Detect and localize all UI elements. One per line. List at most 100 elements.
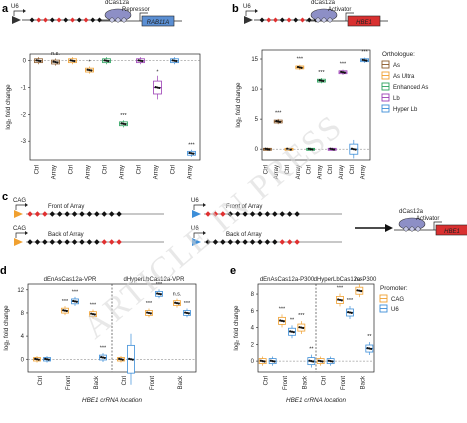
panel-d-cag-box-point (93, 313, 96, 316)
panel-a-hyper-lb-array-point (188, 151, 191, 154)
panel-e-cag-box-point (338, 298, 342, 302)
panel-e-ytick-label: 4 (251, 326, 255, 332)
schem-c-2-promoter-arrow (14, 238, 23, 246)
schem-a-promoter-arrowhead (23, 9, 26, 13)
panel-d-cag-box-point (119, 358, 123, 361)
schem-b-array-diamond (286, 17, 292, 23)
panel-e-xlabel: HBE1 crRNA location (286, 397, 346, 404)
panel-d-u6-box-point (44, 357, 47, 360)
panel-d-significance: *** (72, 290, 79, 296)
panel-b-as-array-point (278, 120, 282, 124)
panel-d-significance: *** (62, 299, 69, 305)
schem-b-array-diamond (266, 17, 272, 23)
panel-d-xtick-label: Back (178, 375, 184, 389)
panel-b-hyper-lb-ctrl-point (354, 148, 357, 151)
panel-e-cag-box-point (279, 319, 282, 322)
schem-a-array-diamond (63, 17, 69, 23)
panel-b-hyper-lb-array-point (363, 59, 366, 62)
schem-c-0-array-diamond (86, 211, 93, 217)
schem-b-promoter-label: U6 (243, 4, 251, 10)
schem-c-0-array-diamond (71, 211, 78, 217)
schem-c-target-gene-label: HBE1 (444, 229, 460, 235)
schem-a-array-diamond (90, 17, 96, 23)
panel-e-xtick-label: Back (360, 375, 366, 389)
panel-e-legend-label: U6 (391, 307, 399, 313)
panel-b-significance: *** (340, 61, 347, 67)
schem-c-2-array-diamond (101, 239, 107, 245)
schem-c-target-crRNA-lobe (409, 226, 415, 232)
panel-e-xtick-label: Back (302, 375, 308, 389)
panel-a-xtick-label: Ctrl (69, 165, 75, 174)
schem-c-3-array-diamond (294, 239, 300, 245)
panel-d-significance: *** (100, 346, 107, 352)
schem-b-effector-label: Activator (328, 7, 351, 13)
panel-a-as-ultra-array-point (88, 69, 91, 72)
schem-c-target-crRNA-lobe (403, 226, 409, 232)
panel-d-xtick-label: Ctrl (38, 376, 44, 385)
schem-c-1-array-diamond (279, 211, 285, 217)
schem-b-array-diamond (293, 17, 299, 23)
panel-b-as-array-point (277, 120, 280, 123)
schem-c-0-array-diamond (101, 211, 107, 217)
schem-b-gene-box (347, 15, 381, 27)
schem-c-1-array-diamond (294, 211, 300, 217)
schem-c-0-array-diamond (56, 211, 63, 217)
panel-b-as-ctrl-point (266, 148, 269, 151)
schem-b-crRNA-lobe (327, 17, 333, 23)
panel-d-u6-box-point (187, 312, 190, 315)
panel-e-significance: *** (298, 313, 305, 319)
schem-b-array-diamond (306, 17, 312, 23)
panel-b-enhanced-as-array-point (318, 79, 321, 82)
schem-c-target-crRNA-lobe (415, 226, 421, 232)
panel-d-ylabel: log₂ fold change (3, 305, 10, 351)
schem-c-0-promoter-arrowhead (25, 203, 28, 207)
panel-a-ytick-label: -1 (21, 86, 27, 92)
panel-b-lb-array-point (343, 71, 346, 74)
schem-c-1-array-diamond (205, 211, 211, 217)
panel-e-u6-box-point (370, 347, 373, 351)
panel-d-significance: *** (156, 282, 163, 288)
panel-a-significance: n.s. (51, 51, 60, 57)
schem-c-0-array-diamond (34, 211, 41, 217)
panel-e-ytick-label: 6 (251, 309, 255, 315)
panel-a-hyper-lb-ctrl-point (175, 60, 178, 63)
schem-c-3-array-diamond (242, 239, 248, 245)
panel-a-ytick-label: 0 (23, 59, 27, 65)
panel-a-as-ctrl-point (35, 59, 38, 62)
schem-c-0-promoter-tss (15, 204, 25, 210)
panel-a-lb-array-point (154, 86, 157, 89)
schem-c-0-array-diamond (27, 211, 33, 217)
panel-d-u6-box-point (128, 357, 131, 360)
panel-a-significance: *** (120, 113, 127, 119)
panel-d-cag-box-point (34, 357, 37, 360)
panel-d-cag-box-point (63, 309, 67, 312)
panel-d-cag-box-point (37, 358, 40, 361)
panel-d-u6-box-point (73, 300, 77, 303)
panel-b-xtick-label: Array (317, 165, 323, 179)
panel-e-significance: ** (367, 334, 372, 340)
panel-b-xtick-label: Ctrl (307, 165, 313, 174)
panel-e-significance: *** (337, 286, 344, 292)
panel-d-u6-box-point (131, 358, 134, 361)
schem-a-crRNA-lobe (109, 17, 115, 23)
panel-e-u6-box-point (368, 347, 371, 350)
panel-a-as-ctrl-point (39, 60, 42, 63)
panel-d-cag-box-point (174, 301, 177, 304)
panel-a-lb-array-point (158, 86, 161, 90)
schem-c-1-array-diamond (257, 211, 263, 217)
panel-e-cag-box-point (280, 319, 284, 322)
panel-b-hyper-lb-array-point (365, 59, 368, 62)
schem-c-2-array-diamond (116, 239, 122, 245)
schem-c-3-promoter-tss (193, 232, 203, 238)
schem-a-gene-box (141, 15, 175, 27)
panel-d-subtitle: dEnAsCas12a-VPR (44, 277, 97, 283)
panel-a-as-ctrl-point (37, 59, 40, 62)
panel-b-frame (261, 49, 371, 161)
schem-a-effector-label: Repressor (122, 7, 150, 13)
panel-a-lb-ctrl-point (139, 59, 142, 62)
schem-b-array-diamond (259, 17, 265, 23)
schem-a-promoter-tss (13, 10, 23, 16)
schem-c-2-array-diamond (71, 239, 78, 245)
schem-c-3-array-diamond (249, 239, 256, 245)
